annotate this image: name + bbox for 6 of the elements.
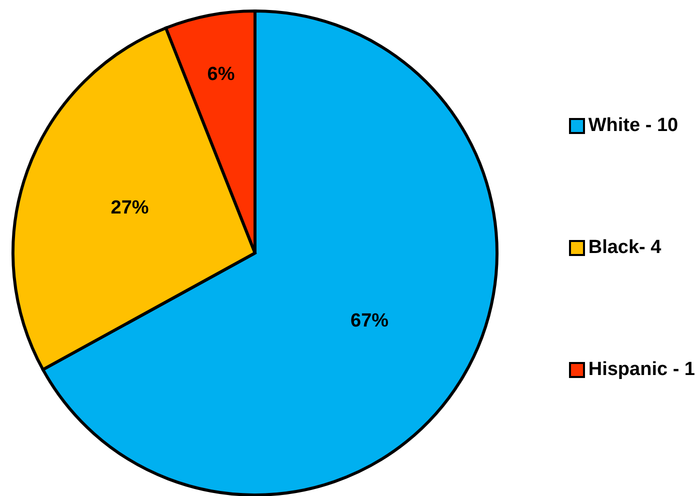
data-label: 27% [110,197,149,218]
data-label: 67% [350,310,389,332]
legend-label: Hispanic - 1 [588,359,695,381]
legend-label: Black- 4 [588,237,662,259]
data-label: 6% [207,64,235,86]
legend-label: White - 10 [588,115,678,137]
